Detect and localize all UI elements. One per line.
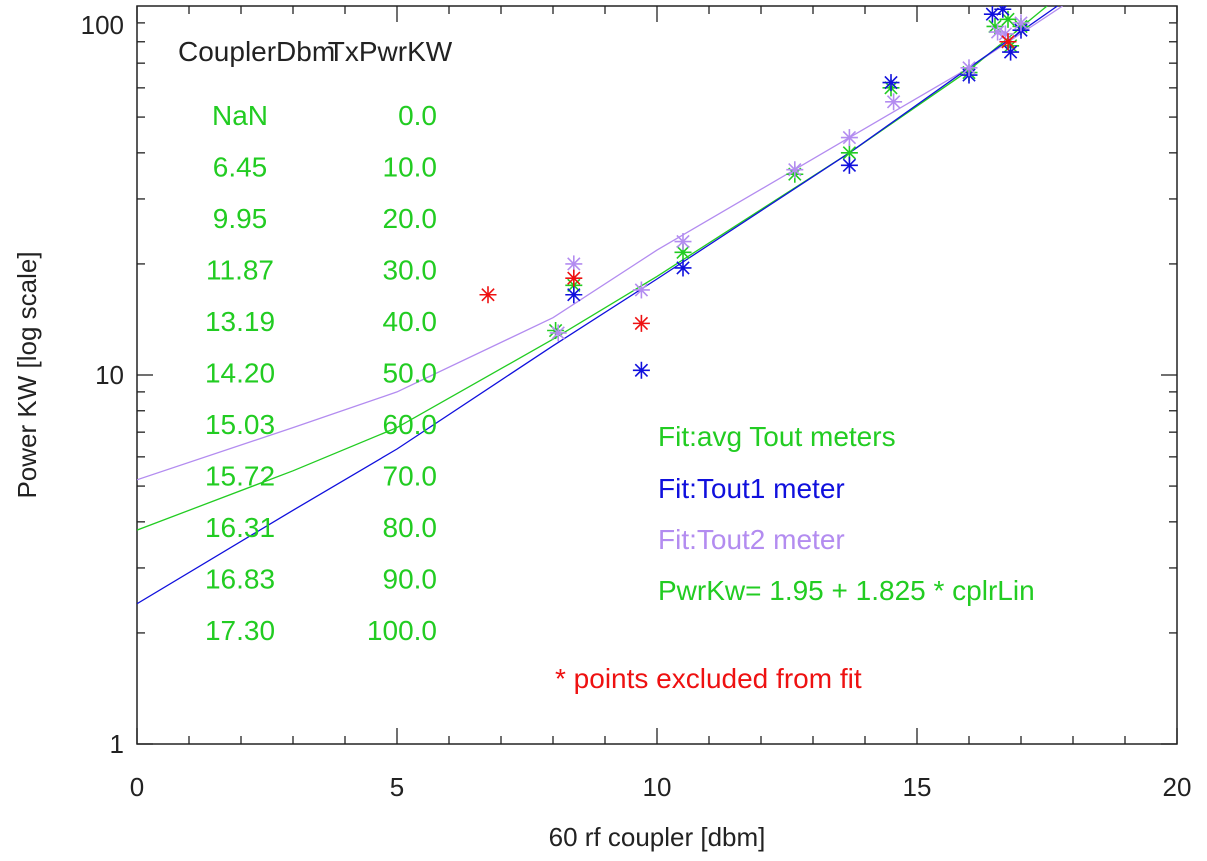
table-cell-coupler: 16.31 bbox=[205, 512, 275, 543]
table-cell-coupler: 15.03 bbox=[205, 409, 275, 440]
point-tout1 bbox=[994, 6, 1012, 18]
legend-fit-avg: Fit:avg Tout meters bbox=[658, 421, 896, 452]
table-cell-txpwr: 70.0 bbox=[383, 461, 438, 492]
table: NaN 0.0 6.45 10.0 9.95 20.0 11.87 30.0 13.19 40.0… bbox=[205, 100, 437, 646]
table-cell-txpwr: 80.0 bbox=[383, 512, 438, 543]
table-cell-txpwr: 20.0 bbox=[383, 203, 438, 234]
table-header-coupler: CouplerDbm bbox=[178, 36, 335, 67]
excluded-note: * points excluded from fit bbox=[555, 663, 862, 694]
y-axis-title: Power KW [log scale] bbox=[12, 251, 42, 498]
fit-formula: PwrKw= 1.95 + 1.825 * cplrLin bbox=[658, 575, 1035, 606]
y-tick-label: 100 bbox=[81, 10, 124, 40]
point-tout2 bbox=[549, 324, 567, 342]
table-cell-txpwr: 50.0 bbox=[383, 358, 438, 389]
fit-line-tout1 bbox=[137, 6, 1058, 605]
point-tout2 bbox=[565, 255, 583, 273]
point-excluded bbox=[479, 286, 497, 304]
tick-labels: 0 5 10 15 20 1 10 100 bbox=[81, 10, 1192, 802]
table-cell-txpwr: 30.0 bbox=[383, 255, 438, 286]
plot-frame bbox=[136, 5, 1178, 745]
fit-lines bbox=[137, 6, 1063, 605]
table-cell-coupler: NaN bbox=[212, 100, 268, 131]
point-tout2 bbox=[632, 281, 650, 299]
table-cell-txpwr: 100.0 bbox=[367, 615, 437, 646]
axis-ticks bbox=[136, 6, 1178, 745]
point-tout1 bbox=[632, 361, 650, 379]
table-cell-coupler: 14.20 bbox=[205, 358, 275, 389]
legend-fit-tout1: Fit:Tout1 meter bbox=[658, 473, 845, 504]
point-tout1 bbox=[840, 156, 858, 174]
fit-line-avg bbox=[137, 6, 1048, 531]
data-points bbox=[479, 6, 1030, 379]
table-cell-coupler: 15.72 bbox=[205, 461, 275, 492]
point-excluded bbox=[999, 33, 1017, 51]
x-axis-title: 60 rf coupler [dbm] bbox=[549, 822, 766, 852]
point-excluded bbox=[632, 314, 650, 332]
y-tick-label: 1 bbox=[110, 729, 124, 759]
point-tout2 bbox=[960, 59, 978, 77]
x-tick-label: 5 bbox=[390, 772, 404, 802]
x-tick-label: 10 bbox=[643, 772, 672, 802]
table-cell-coupler: 16.83 bbox=[205, 564, 275, 595]
fit-line-tout2 bbox=[137, 6, 1063, 481]
point-tout2 bbox=[786, 161, 804, 179]
table-cell-txpwr: 40.0 bbox=[383, 306, 438, 337]
point-tout1 bbox=[1002, 43, 1020, 61]
x-tick-label: 20 bbox=[1163, 772, 1192, 802]
table-header-txpwr: TxPwrKW bbox=[328, 36, 453, 67]
table-cell-txpwr: 90.0 bbox=[383, 564, 438, 595]
point-tout1 bbox=[565, 286, 583, 304]
legend-fit-tout2: Fit:Tout2 meter bbox=[658, 524, 845, 555]
point-tout2 bbox=[885, 93, 903, 111]
point-tout2 bbox=[674, 233, 692, 251]
point-tout2 bbox=[1012, 14, 1030, 32]
table-cell-coupler: 11.87 bbox=[206, 255, 274, 286]
table-cell-txpwr: 10.0 bbox=[383, 152, 438, 183]
x-tick-label: 0 bbox=[130, 772, 144, 802]
point-excluded bbox=[565, 269, 583, 287]
point-tout2 bbox=[996, 25, 1014, 43]
point-tout1 bbox=[882, 74, 900, 92]
table-cell-coupler: 17.30 bbox=[205, 615, 275, 646]
point-tout1 bbox=[674, 259, 692, 277]
table-cell-coupler: 6.45 bbox=[213, 152, 268, 183]
table-cell-txpwr: 60.0 bbox=[383, 409, 438, 440]
table-cell-coupler: 13.19 bbox=[205, 306, 275, 337]
point-tout2 bbox=[840, 129, 858, 147]
y-tick-label: 10 bbox=[95, 360, 124, 390]
table-cell-coupler: 9.95 bbox=[213, 203, 268, 234]
x-tick-label: 15 bbox=[903, 772, 932, 802]
table-cell-txpwr: 0.0 bbox=[398, 100, 437, 131]
